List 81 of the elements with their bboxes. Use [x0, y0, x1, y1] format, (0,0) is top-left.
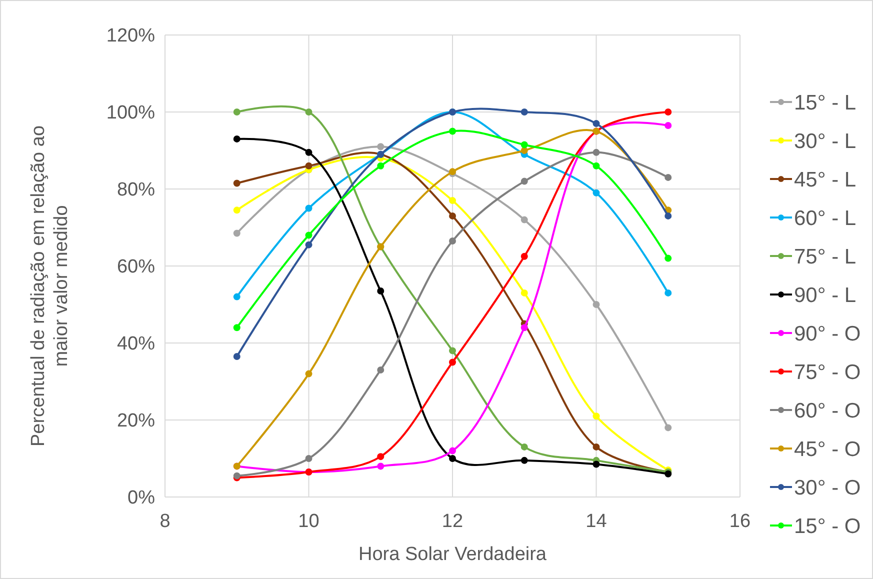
- point: [520, 108, 528, 116]
- point: [449, 237, 456, 244]
- legend-label: 30° - L: [794, 130, 856, 153]
- legend-label: 15° - O: [794, 514, 861, 538]
- point: [449, 447, 456, 454]
- point: [233, 135, 240, 142]
- x-tick-label: 10: [298, 511, 320, 532]
- legend-label: 30° - O: [794, 476, 861, 500]
- point: [305, 148, 312, 156]
- y-tick-label: 0%: [128, 488, 156, 509]
- point: [592, 443, 600, 450]
- point: [520, 324, 528, 332]
- point: [520, 216, 528, 224]
- point: [664, 108, 672, 116]
- point: [520, 289, 528, 296]
- point: [377, 453, 384, 460]
- point: [305, 204, 312, 212]
- point: [305, 232, 312, 239]
- y-tick-label: 40%: [116, 334, 156, 355]
- point: [305, 108, 312, 116]
- point: [520, 443, 528, 450]
- point: [377, 366, 384, 374]
- y-tick-label: 120%: [106, 26, 156, 47]
- legend-label: 75° - O: [794, 360, 861, 384]
- point: [233, 108, 240, 116]
- legend-label: 60° - L: [794, 206, 856, 230]
- point: [449, 212, 456, 220]
- point: [305, 370, 312, 378]
- point: [377, 143, 384, 150]
- point: [233, 324, 240, 332]
- legend-label: 90° - L: [794, 284, 856, 307]
- legend-label: 60° - O: [794, 399, 861, 422]
- point: [664, 289, 672, 296]
- legend-label: 75° - L: [794, 245, 856, 268]
- point: [520, 456, 528, 464]
- legend-label: 45° - L: [794, 168, 856, 192]
- point: [592, 189, 600, 196]
- point: [592, 412, 600, 420]
- point: [664, 174, 672, 181]
- point: [592, 148, 600, 156]
- x-tick-label: 16: [729, 511, 751, 532]
- legend-label: 45° - O: [794, 438, 861, 461]
- point: [233, 352, 240, 360]
- point: [233, 180, 240, 187]
- point: [520, 178, 528, 185]
- point: [305, 241, 312, 248]
- point: [377, 288, 384, 295]
- y-tick-label: 20%: [116, 410, 156, 432]
- point: [377, 162, 384, 170]
- point: [592, 301, 600, 308]
- point: [449, 347, 456, 354]
- point: [592, 162, 600, 170]
- point: [592, 120, 600, 128]
- point: [520, 141, 528, 148]
- y-axis-title: Percentual de radiação em relação ao maior valor medido: [28, 125, 72, 447]
- point: [664, 424, 672, 432]
- point: [664, 122, 672, 129]
- point: [592, 460, 600, 468]
- x-axis-title: Hora Solar Verdadeira: [358, 544, 547, 565]
- point: [377, 462, 384, 470]
- legend-label: 15° - L: [794, 91, 856, 114]
- point: [305, 162, 312, 170]
- point: [449, 455, 456, 462]
- x-tick-label: 12: [442, 511, 464, 532]
- y-tick-label: 60%: [116, 256, 156, 278]
- y-tick-label: 80%: [116, 180, 156, 201]
- point: [233, 206, 240, 214]
- point: [664, 212, 672, 220]
- point: [233, 293, 240, 300]
- legend-label: 90° - O: [794, 322, 861, 346]
- point: [305, 455, 312, 462]
- point: [520, 147, 528, 154]
- point: [449, 128, 456, 135]
- x-tick-label: 14: [586, 511, 608, 532]
- x-tick-label: 8: [160, 511, 170, 532]
- y-tick-label: 100%: [106, 102, 156, 124]
- point: [520, 252, 528, 260]
- point: [449, 197, 456, 204]
- point: [664, 254, 672, 262]
- point: [233, 230, 240, 237]
- point: [449, 358, 456, 366]
